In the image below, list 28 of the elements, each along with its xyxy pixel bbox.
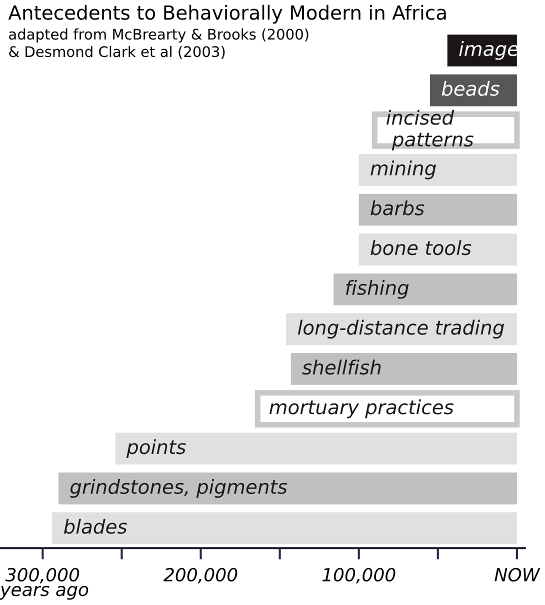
bar [334, 273, 517, 306]
y-tick-label: points [126, 439, 186, 458]
bar [358, 194, 517, 226]
y-tick-label: bone tools [370, 240, 472, 256]
x-axis-title: years ago [0, 586, 88, 600]
text: adapted from McBrearty & Brooks (2000) & Desmond Clark et al (2003) [9, 28, 308, 59]
x-tick-label: 300,000 [5, 568, 80, 584]
y-tick-label: mortuary practices [269, 399, 454, 418]
x-tick-label: 200,000 [164, 568, 238, 584]
bar [290, 353, 517, 385]
bar [58, 472, 517, 504]
bar [115, 432, 517, 465]
y-tick-label: barbs [370, 200, 424, 216]
x-tick-label: 100,000 [322, 568, 396, 584]
y-tick-label: grindstones, pigments [70, 479, 288, 498]
y-tick-label: mining [370, 160, 436, 180]
y-tick-label: fishing [346, 280, 409, 299]
bar [52, 512, 517, 544]
chart-title: Antecedents to Behaviorally Modern in Africa [8, 4, 446, 24]
bar [430, 74, 517, 106]
x-tick-label: NOW [494, 568, 540, 582]
y-tick-label: image [459, 41, 518, 60]
bar [358, 234, 517, 266]
y-tick-label: beads [442, 80, 500, 96]
bar [358, 154, 517, 186]
y-tick-label: shellfish [302, 360, 381, 375]
y-tick-label: long-distance trading [298, 320, 504, 339]
y-tick-label: blades [64, 518, 127, 534]
